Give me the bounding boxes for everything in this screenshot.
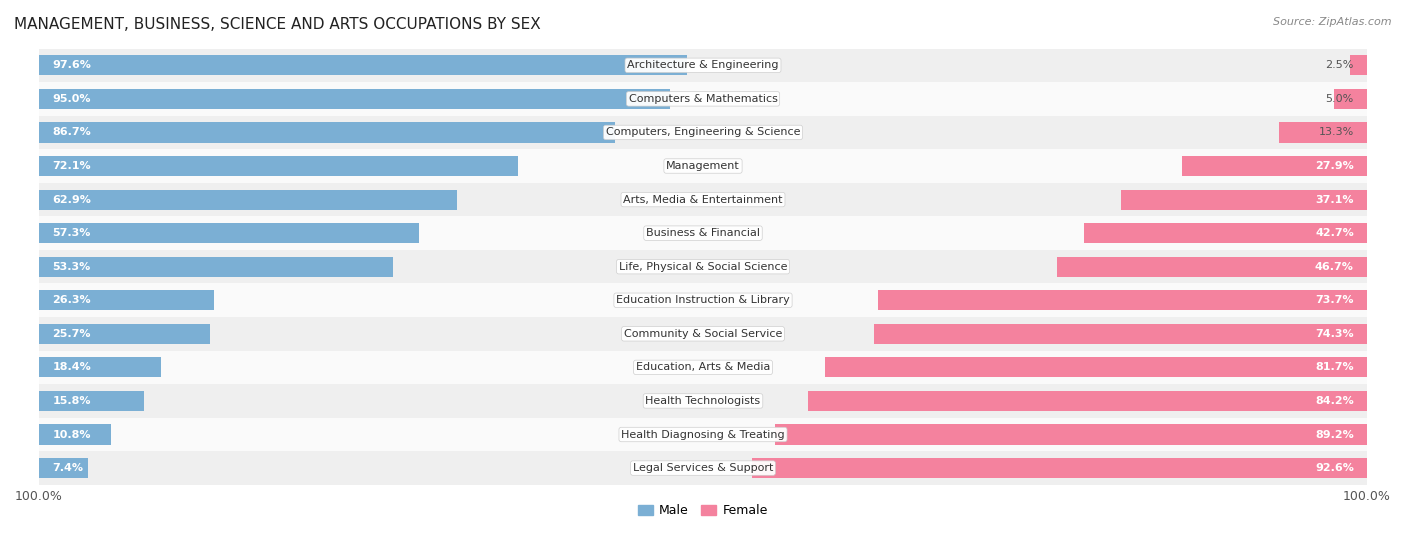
Text: 53.3%: 53.3% <box>52 262 90 272</box>
Text: 73.7%: 73.7% <box>1315 295 1354 305</box>
Bar <box>39 257 392 277</box>
Bar <box>775 424 1367 444</box>
Text: Education, Arts & Media: Education, Arts & Media <box>636 362 770 372</box>
Text: Business & Financial: Business & Financial <box>645 228 761 238</box>
Text: 26.3%: 26.3% <box>52 295 91 305</box>
Text: 72.1%: 72.1% <box>52 161 91 171</box>
Text: 13.3%: 13.3% <box>1319 127 1354 138</box>
Bar <box>39 49 1367 82</box>
Bar <box>39 149 1367 183</box>
Text: 92.6%: 92.6% <box>1315 463 1354 473</box>
Bar <box>39 391 143 411</box>
Text: 25.7%: 25.7% <box>52 329 91 339</box>
Text: Management: Management <box>666 161 740 171</box>
Bar <box>39 418 1367 451</box>
Text: 97.6%: 97.6% <box>52 60 91 70</box>
Text: 81.7%: 81.7% <box>1315 362 1354 372</box>
Bar <box>39 384 1367 418</box>
Text: 74.3%: 74.3% <box>1315 329 1354 339</box>
Text: 84.2%: 84.2% <box>1315 396 1354 406</box>
Text: 42.7%: 42.7% <box>1315 228 1354 238</box>
Text: 46.7%: 46.7% <box>1315 262 1354 272</box>
Bar <box>39 424 111 444</box>
Bar <box>1278 122 1367 143</box>
Bar <box>752 458 1367 478</box>
Bar <box>1121 190 1367 210</box>
Text: 10.8%: 10.8% <box>52 429 91 439</box>
Bar <box>39 451 1367 485</box>
Text: MANAGEMENT, BUSINESS, SCIENCE AND ARTS OCCUPATIONS BY SEX: MANAGEMENT, BUSINESS, SCIENCE AND ARTS O… <box>14 17 541 32</box>
Bar <box>1057 257 1367 277</box>
Bar <box>39 458 89 478</box>
Text: 57.3%: 57.3% <box>52 228 90 238</box>
Text: 86.7%: 86.7% <box>52 127 91 138</box>
Bar <box>39 324 209 344</box>
Text: 62.9%: 62.9% <box>52 195 91 205</box>
Text: 15.8%: 15.8% <box>52 396 91 406</box>
Text: Source: ZipAtlas.com: Source: ZipAtlas.com <box>1274 17 1392 27</box>
Bar <box>39 216 1367 250</box>
Text: Health Diagnosing & Treating: Health Diagnosing & Treating <box>621 429 785 439</box>
Text: Legal Services & Support: Legal Services & Support <box>633 463 773 473</box>
Bar <box>39 156 517 176</box>
Text: 37.1%: 37.1% <box>1315 195 1354 205</box>
Bar <box>873 324 1367 344</box>
Legend: Male, Female: Male, Female <box>633 499 773 522</box>
Text: Architecture & Engineering: Architecture & Engineering <box>627 60 779 70</box>
Bar <box>39 122 614 143</box>
Text: 95.0%: 95.0% <box>52 94 91 104</box>
Text: 89.2%: 89.2% <box>1315 429 1354 439</box>
Text: Community & Social Service: Community & Social Service <box>624 329 782 339</box>
Text: Life, Physical & Social Science: Life, Physical & Social Science <box>619 262 787 272</box>
Bar <box>39 350 1367 384</box>
Text: Education Instruction & Library: Education Instruction & Library <box>616 295 790 305</box>
Text: 2.5%: 2.5% <box>1326 60 1354 70</box>
Text: 18.4%: 18.4% <box>52 362 91 372</box>
Bar <box>39 82 1367 116</box>
Text: 7.4%: 7.4% <box>52 463 83 473</box>
Bar <box>39 357 162 377</box>
Bar <box>1334 89 1367 109</box>
Bar <box>808 391 1367 411</box>
Bar <box>39 89 669 109</box>
Bar <box>1182 156 1367 176</box>
Text: 5.0%: 5.0% <box>1326 94 1354 104</box>
Text: Arts, Media & Entertainment: Arts, Media & Entertainment <box>623 195 783 205</box>
Text: Health Technologists: Health Technologists <box>645 396 761 406</box>
Bar <box>39 223 419 243</box>
Bar <box>1350 55 1367 75</box>
Bar <box>39 250 1367 283</box>
Bar <box>39 116 1367 149</box>
Text: Computers & Mathematics: Computers & Mathematics <box>628 94 778 104</box>
Bar <box>39 183 1367 216</box>
Bar <box>39 283 1367 317</box>
Bar <box>39 190 457 210</box>
Bar <box>824 357 1367 377</box>
Bar <box>39 55 688 75</box>
Bar <box>39 317 1367 350</box>
Bar <box>877 290 1367 310</box>
Bar <box>39 290 214 310</box>
Bar <box>1084 223 1367 243</box>
Text: Computers, Engineering & Science: Computers, Engineering & Science <box>606 127 800 138</box>
Text: 27.9%: 27.9% <box>1315 161 1354 171</box>
